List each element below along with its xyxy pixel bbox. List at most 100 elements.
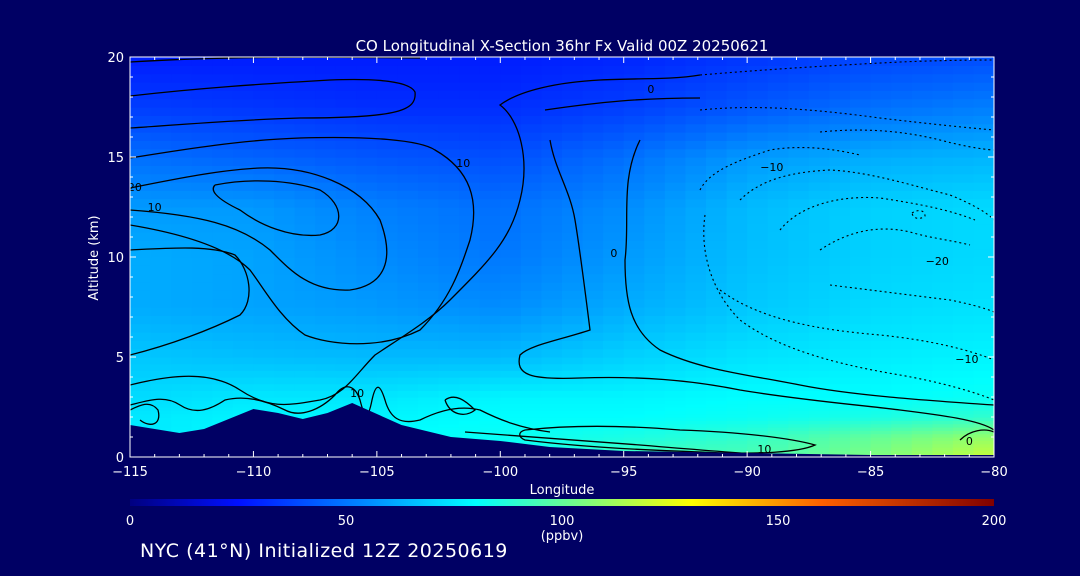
field-cell: [911, 57, 933, 66]
field-cell: [726, 157, 748, 166]
field-cell: [232, 65, 255, 75]
field-cell: [891, 348, 913, 358]
field-cell: [438, 140, 460, 150]
field-cell: [767, 417, 789, 421]
field-cell: [932, 450, 954, 455]
field-cell: [891, 450, 913, 455]
field-cell: [459, 90, 481, 100]
field-cell: [808, 148, 831, 158]
field-cell: [829, 248, 851, 258]
field-cell: [870, 332, 892, 341]
field-cell: [952, 348, 975, 358]
field-cell: [603, 157, 625, 166]
field-cell: [150, 377, 172, 385]
field-cell: [541, 223, 563, 233]
field-cell: [623, 257, 645, 266]
field-cell: [870, 447, 892, 451]
field-cell: [397, 420, 419, 425]
field-cell: [171, 57, 193, 66]
field-cell: [479, 248, 501, 258]
field-cell: [808, 423, 831, 428]
field-cell: [376, 257, 399, 266]
field-cell: [685, 383, 707, 391]
field-cell: [191, 273, 213, 283]
field-cell: [603, 430, 625, 435]
field-cell: [850, 332, 872, 341]
field-cell: [376, 332, 399, 341]
field-cell: [520, 157, 543, 166]
field-cell: [664, 410, 687, 415]
field-cell: [335, 207, 357, 216]
field-cell: [685, 273, 707, 283]
field-cell: [315, 357, 337, 365]
field-cell: [479, 427, 501, 431]
field-cell: [212, 157, 234, 166]
field-cell: [274, 332, 296, 341]
field-cell: [335, 173, 357, 183]
field-cell: [870, 140, 892, 150]
field-cell: [788, 282, 810, 291]
field-cell: [808, 290, 831, 300]
field-cell: [973, 440, 994, 445]
field-cell: [150, 420, 172, 425]
field-cell: [418, 190, 440, 200]
field-cell: [253, 257, 275, 266]
field-cell: [850, 182, 872, 191]
field-cell: [562, 98, 584, 108]
field-cell: [870, 248, 892, 258]
field-cell: [973, 248, 994, 258]
field-cell: [356, 348, 378, 358]
field-cell: [767, 207, 789, 216]
field-cell: [294, 257, 316, 266]
field-cell: [870, 148, 892, 158]
field-cell: [459, 390, 481, 398]
chart-title: CO Longitudinal X-Section 36hr Fx Valid …: [356, 37, 769, 55]
field-cell: [150, 357, 172, 365]
field-cell: [479, 273, 501, 283]
field-cell: [829, 433, 851, 438]
field-cell: [664, 165, 687, 175]
field-cell: [274, 157, 296, 166]
field-cell: [911, 450, 933, 455]
field-cell: [397, 240, 419, 250]
field-cell: [706, 98, 728, 108]
field-cell: [788, 198, 810, 208]
field-cell: [171, 423, 193, 428]
field-cell: [664, 423, 687, 428]
field-cell: [397, 370, 419, 378]
field-cell: [870, 240, 892, 250]
field-cell: [418, 340, 440, 350]
field-cell: [808, 417, 831, 421]
field-cell: [315, 65, 337, 75]
field-cell: [500, 140, 522, 150]
field-cell: [664, 107, 687, 116]
field-cell: [911, 165, 933, 175]
field-cell: [418, 407, 440, 411]
field-cell: [685, 370, 707, 378]
field-cell: [171, 427, 193, 431]
field-cell: [562, 148, 584, 158]
field-cell: [212, 248, 234, 258]
field-cell: [767, 440, 789, 445]
field-cell: [603, 410, 625, 415]
field-cell: [397, 413, 419, 418]
field-cell: [191, 182, 213, 191]
field-cell: [253, 397, 275, 401]
field-cell: [870, 377, 892, 385]
field-cell: [850, 417, 872, 421]
field-cell: [767, 437, 789, 441]
field-cell: [335, 165, 357, 175]
field-cell: [562, 357, 584, 365]
field-cell: [726, 400, 748, 405]
field-cell: [520, 240, 543, 250]
x-tick-label: −100: [482, 465, 518, 480]
field-cell: [397, 207, 419, 216]
field-cell: [541, 190, 563, 200]
field-cell: [541, 383, 563, 391]
x-tick-label: −85: [857, 465, 884, 480]
field-cell: [438, 123, 460, 133]
field-cell: [932, 215, 954, 225]
field-cell: [747, 82, 769, 91]
field-cell: [582, 357, 604, 365]
field-cell: [459, 410, 481, 415]
